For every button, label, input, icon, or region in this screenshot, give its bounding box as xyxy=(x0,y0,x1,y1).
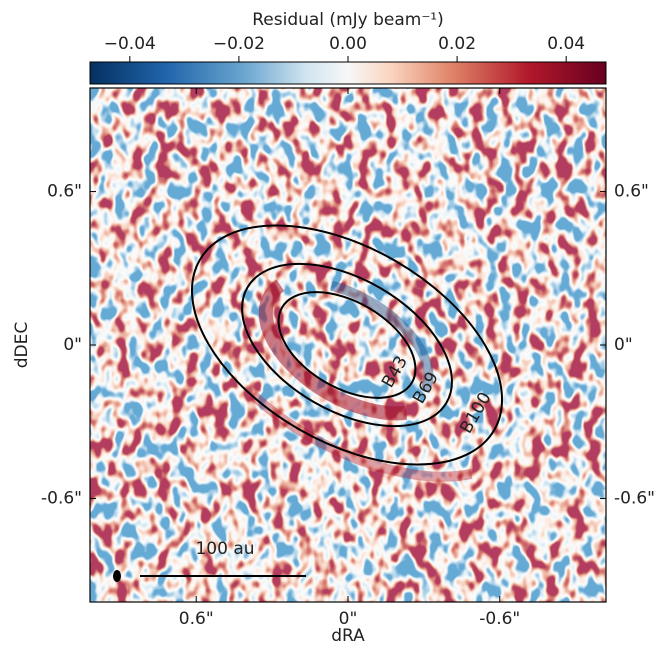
ring-ellipse xyxy=(277,291,417,399)
colorbar-label: Residual (mJy beam⁻¹) xyxy=(252,10,444,30)
scale-bar-label: 100 au xyxy=(195,539,254,559)
ring-ellipses xyxy=(190,224,504,466)
x-tick-label: -0.6" xyxy=(479,609,520,629)
colorbar-tick-label: 0.02 xyxy=(438,34,476,54)
ring-ellipse xyxy=(190,224,504,466)
ring-ellipse xyxy=(241,262,453,428)
y-tick-label: 0.6" xyxy=(47,182,82,202)
ring-emission xyxy=(187,218,533,482)
y-tick-label-right: 0.6" xyxy=(614,182,649,202)
residual-image xyxy=(90,88,606,602)
y-tick-label: 0" xyxy=(63,335,82,355)
residual-map: B43 B69 B100 100 au xyxy=(89,87,607,603)
x-tick-label: 0" xyxy=(339,609,358,629)
y-axis-label: dDEC xyxy=(12,322,32,369)
colorbar xyxy=(89,61,607,85)
x-axis-label: dRA xyxy=(331,626,365,646)
beam xyxy=(113,570,121,582)
y-tick-label-right: 0" xyxy=(614,335,633,355)
y-tick-label-right: -0.6" xyxy=(614,488,655,508)
colorbar-tick-label: −0.02 xyxy=(213,34,265,54)
x-tick-label: 0.6" xyxy=(179,609,214,629)
colorbar-tick-label: −0.04 xyxy=(104,34,156,54)
y-tick-label: -0.6" xyxy=(41,488,82,508)
colorbar-tick-label: 0.04 xyxy=(547,34,585,54)
colorbar-tick-label: 0.00 xyxy=(329,34,367,54)
